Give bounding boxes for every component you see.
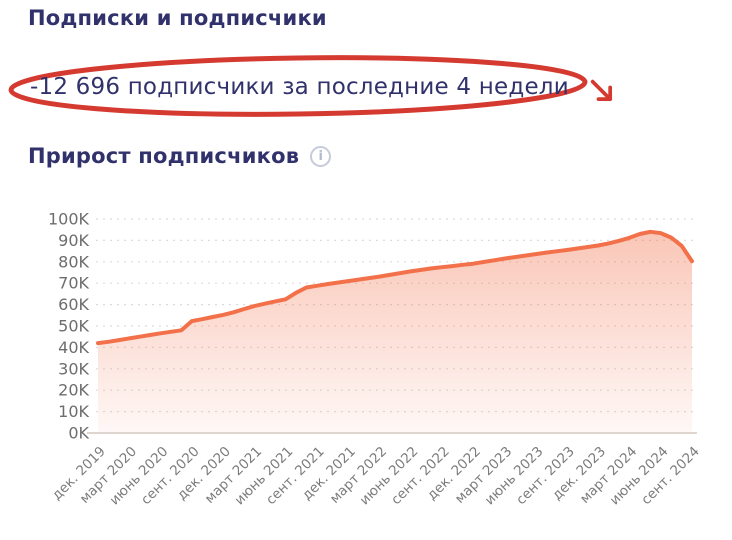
red-circle-annotation <box>8 55 588 117</box>
subscriber-change-text: -12 696 подписчики за последние 4 недели <box>30 74 569 100</box>
info-icon[interactable]: i <box>310 145 332 167</box>
y-axis-tick-label: 0K <box>68 424 89 443</box>
subscriber-line-series <box>96 229 694 346</box>
y-axis-tick-label: 100K <box>48 210 90 229</box>
y-axis-tick-label: 90K <box>58 231 89 250</box>
area-fill <box>98 231 692 433</box>
y-axis-tick-label: 40K <box>58 338 89 357</box>
info-icon-glyph: i <box>318 148 323 164</box>
y-axis-tick-label: 80K <box>58 252 89 271</box>
subscriber-change-callout: -12 696 подписчики за последние 4 недели <box>0 52 640 122</box>
y-axis-tick-label: 70K <box>58 274 89 293</box>
chart-title: Прирост подписчиков <box>28 144 300 168</box>
y-axis-tick-label: 60K <box>58 295 89 314</box>
y-axis-tick-label: 10K <box>58 402 89 421</box>
y-axis-tick-label: 20K <box>58 381 89 400</box>
trend-down-arrow-icon <box>590 79 613 102</box>
subscriber-growth-chart: 100K 90K 80K 70K 60K 50K 40K 30K 20K 10K 0K дек. 20… <box>0 193 732 540</box>
chart-section-header: Прирост подписчиков i <box>28 144 332 168</box>
y-axis-tick-label: 50K <box>58 317 89 336</box>
y-axis-tick-label: 30K <box>58 359 89 378</box>
page-title: Подписки и подписчики <box>28 6 327 30</box>
